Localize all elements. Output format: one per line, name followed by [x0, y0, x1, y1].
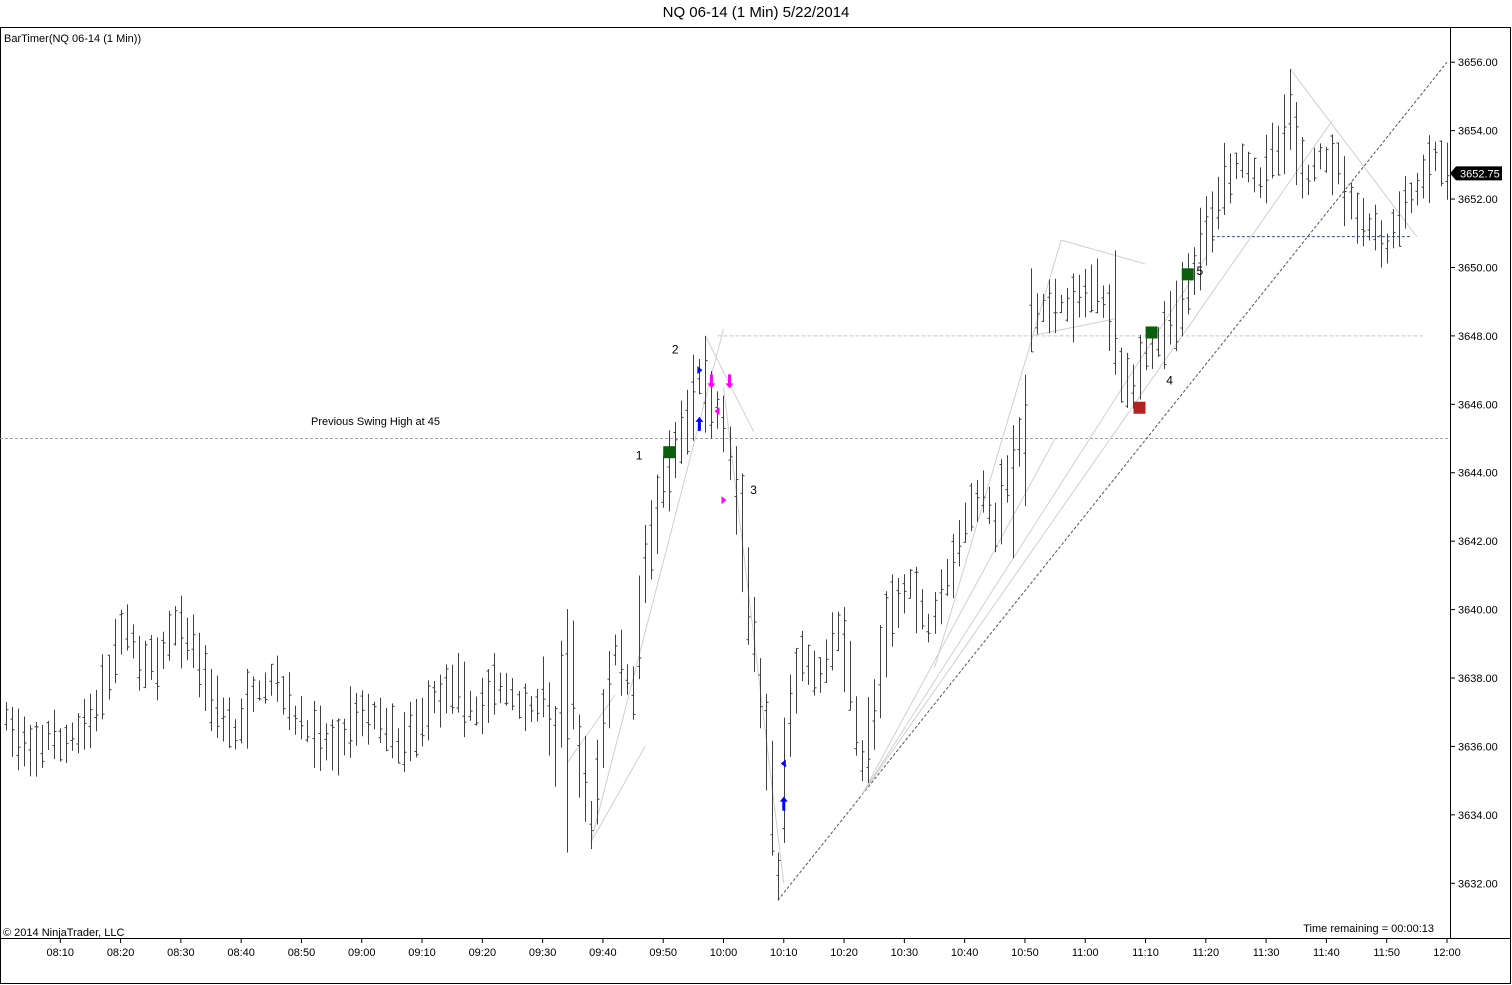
- trend-line: [1060, 239, 1146, 265]
- x-tick-label: 11:40: [1313, 947, 1340, 959]
- wave-label: 2: [672, 343, 679, 357]
- arrow-down-icon: [707, 374, 716, 389]
- wave-label: 5: [1196, 264, 1203, 278]
- y-tick-label: 3652.00: [1458, 194, 1498, 206]
- x-tick-label: 09:00: [348, 947, 376, 959]
- x-tick-label: 12:00: [1433, 947, 1461, 959]
- x-tick-label: 10:10: [770, 947, 798, 959]
- trend-line: [861, 438, 1056, 795]
- last-price-label: 3652.75: [1450, 166, 1502, 181]
- y-tick-label: 3642.00: [1458, 536, 1498, 548]
- y-tick-label: 3634.00: [1458, 810, 1498, 822]
- wave-label: 4: [1166, 373, 1173, 387]
- y-tick-label: 3648.00: [1458, 331, 1498, 343]
- trend-line: [861, 120, 1333, 795]
- y-tick-label: 3632.00: [1458, 878, 1498, 890]
- trend-line: [722, 387, 785, 884]
- trend-line: [590, 746, 646, 843]
- x-tick-label: 08:30: [167, 947, 195, 959]
- swing-high-annotation: Previous Swing High at 45: [311, 416, 440, 428]
- x-tick-label: 10:00: [710, 947, 738, 959]
- x-tick-label: 11:50: [1373, 947, 1400, 959]
- x-tick-label: 09:50: [649, 947, 677, 959]
- y-tick-label: 3646.00: [1458, 399, 1498, 411]
- entry-square-marker: [1181, 268, 1194, 281]
- x-tick-label: 11:10: [1132, 947, 1159, 959]
- trend-line: [1289, 68, 1418, 237]
- triangle-right-icon: [697, 366, 703, 375]
- indicator-label: BarTimer(NQ 06-14 (1 Min)): [4, 33, 141, 45]
- trend-line: [861, 256, 1207, 795]
- x-tick-label: 11:30: [1253, 947, 1280, 959]
- price-axis-frame: [1450, 27, 1511, 939]
- window-title: NQ 06-14 (1 Min) 5/22/2014: [662, 4, 850, 21]
- y-tick-label: 3654.00: [1458, 126, 1498, 138]
- x-tick-label: 08:40: [227, 947, 255, 959]
- last-price-text: 3652.75: [1460, 168, 1500, 180]
- time-axis-frame: [0, 938, 1511, 984]
- triangle-left-icon: [780, 759, 786, 768]
- time-remaining-label: Time remaining = 00:00:13: [1303, 923, 1434, 935]
- ohlc-bars: [4, 69, 1450, 901]
- x-tick-label: 11:20: [1192, 947, 1219, 959]
- x-tick-label: 09:30: [529, 947, 557, 959]
- trend-line: [590, 328, 724, 843]
- entry-square-marker: [663, 446, 676, 459]
- arrow-down-icon: [725, 374, 734, 389]
- x-tick-label: 09:10: [408, 947, 436, 959]
- y-tick-label: 3636.00: [1458, 741, 1498, 753]
- x-tick-label: 10:20: [830, 947, 858, 959]
- entry-square-marker: [1145, 326, 1158, 339]
- trend-line: [934, 239, 1062, 668]
- x-tick-label: 10:50: [1011, 947, 1039, 959]
- x-tick-label: 11:00: [1072, 947, 1099, 959]
- x-tick-label: 10:40: [951, 947, 979, 959]
- y-tick-label: 3640.00: [1458, 605, 1498, 617]
- entry-square-marker: [1133, 401, 1146, 414]
- arrow-up-icon: [695, 416, 704, 431]
- x-tick-label: 09:40: [589, 947, 617, 959]
- price-axis: 3632.00 3634.00 3636.00 3638.00 3640.00 3642.…: [1450, 57, 1498, 890]
- horizontal-levels: [0, 236, 1450, 440]
- x-tick-label: 08:20: [107, 947, 135, 959]
- y-tick-label: 3644.00: [1458, 468, 1498, 480]
- copyright-label: © 2014 NinjaTrader, LLC: [3, 927, 124, 939]
- x-tick-label: 08:50: [288, 947, 316, 959]
- time-axis: 08:10 08:20 08:30 08:40 08:50 09:00 09:10 09:20…: [47, 938, 1461, 959]
- triangle-right-icon: [721, 496, 727, 505]
- x-tick-label: 08:10: [47, 947, 75, 959]
- x-tick-label: 09:20: [469, 947, 497, 959]
- y-tick-label: 3656.00: [1458, 57, 1498, 69]
- wave-label: 1: [636, 449, 643, 463]
- wave-label: 3: [750, 483, 757, 497]
- plot-frame: [0, 27, 1451, 939]
- x-tick-label: 10:30: [891, 947, 919, 959]
- trend-line: [777, 61, 1448, 901]
- trend-line: [566, 694, 616, 764]
- signal-markers: 1 2 3 4 5: [636, 264, 1203, 811]
- y-tick-label: 3650.00: [1458, 262, 1498, 274]
- y-tick-label: 3638.00: [1458, 673, 1498, 685]
- arrow-up-icon: [779, 796, 788, 811]
- triangle-left-icon: [714, 407, 720, 416]
